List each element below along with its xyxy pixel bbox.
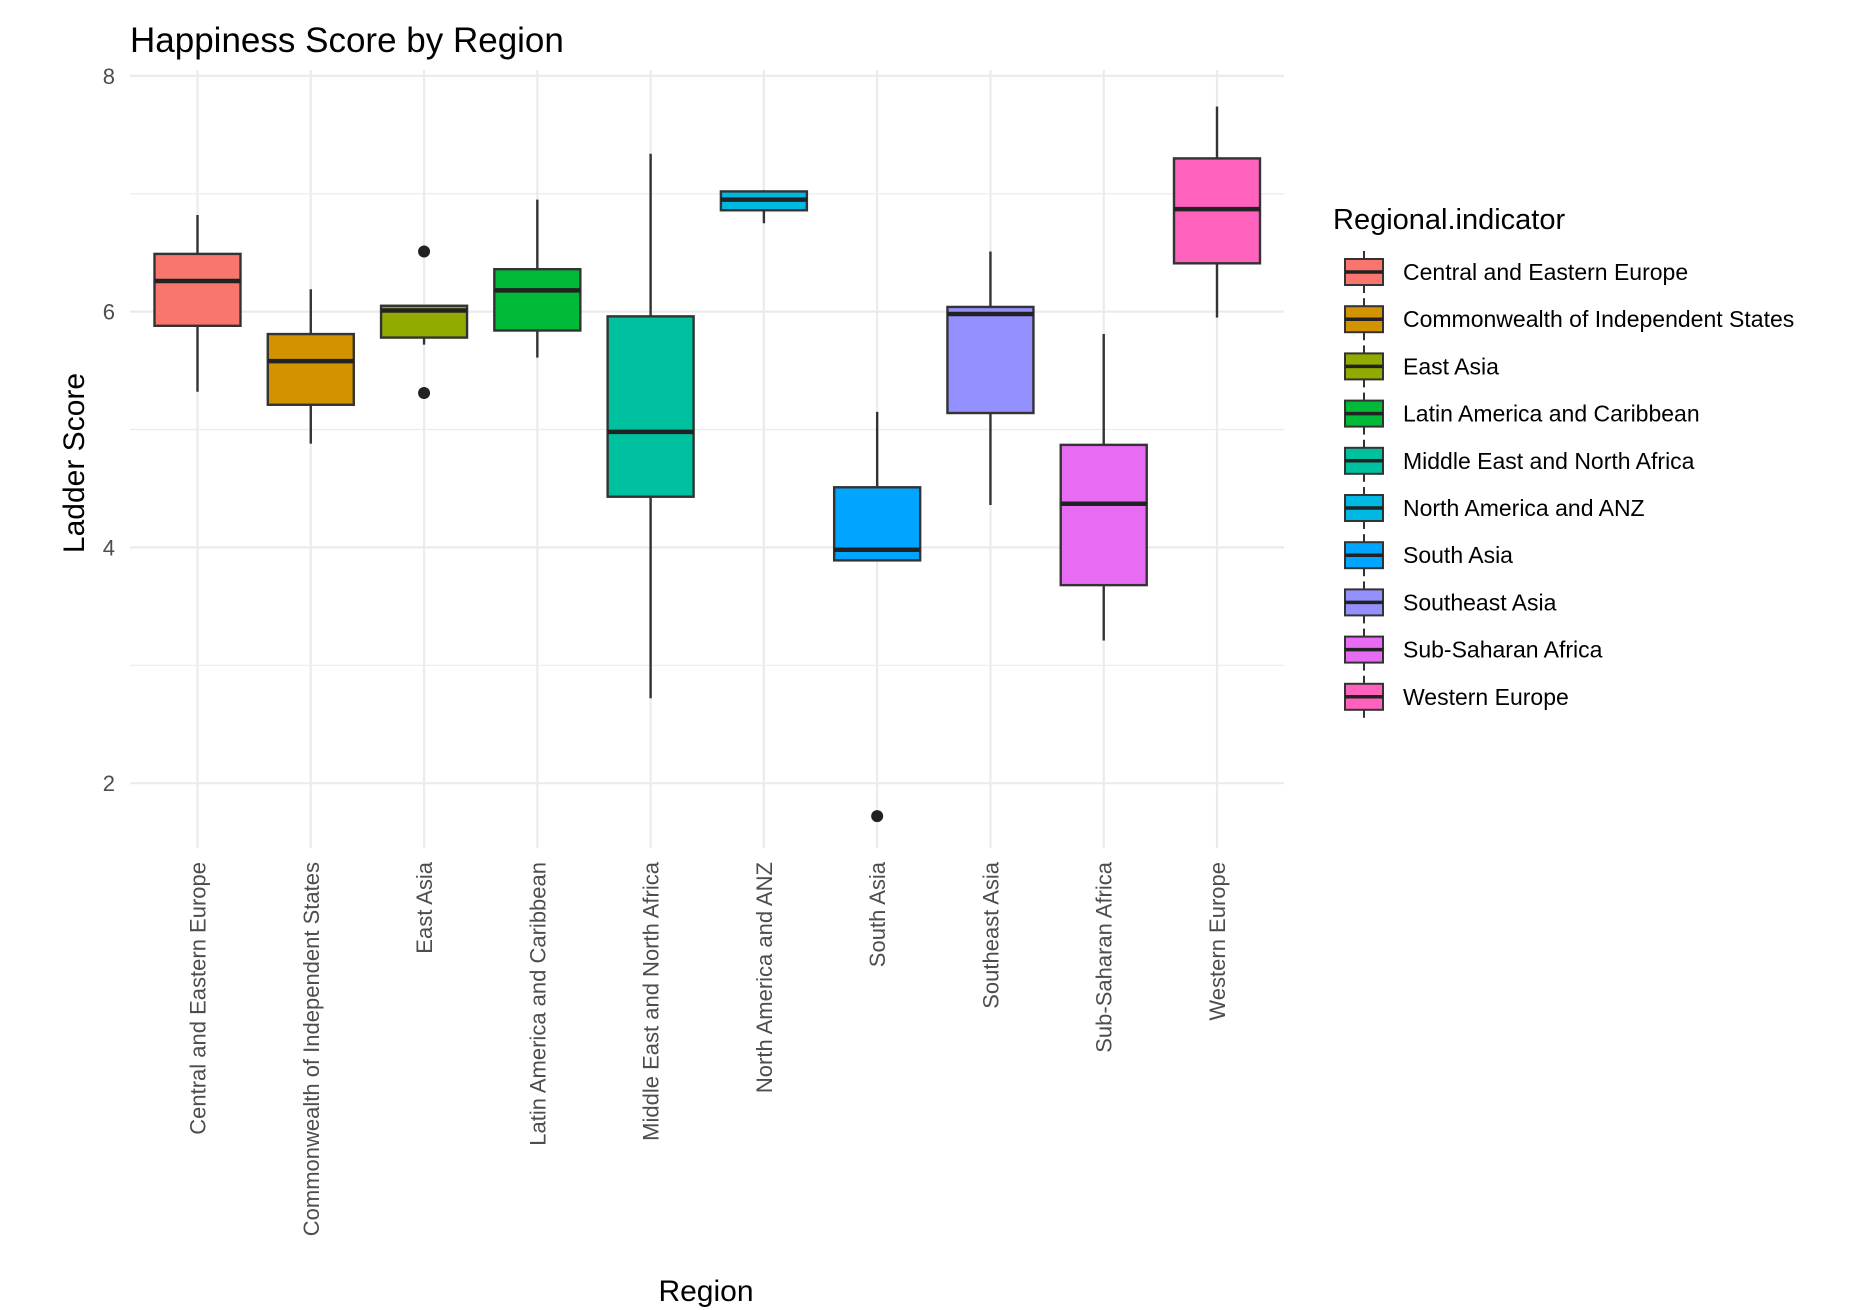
legend-item: Commonwealth of Independent States xyxy=(1344,298,1794,341)
y-axis-ticks: 2 4 6 8 xyxy=(103,64,115,796)
legend-label: Central and Eastern Europe xyxy=(1403,259,1688,285)
box-body xyxy=(153,252,242,327)
legend-item: North America and ANZ xyxy=(1344,487,1645,529)
box-group xyxy=(719,190,809,224)
legend-title: Regional.indicator xyxy=(1333,204,1565,236)
legend-item: Central and Eastern Europe xyxy=(1344,251,1688,293)
y-tick-label: 4 xyxy=(103,535,115,560)
x-tick-label: Middle East and North Africa xyxy=(639,861,664,1141)
x-tick-label: Sub-Saharan Africa xyxy=(1092,861,1117,1053)
legend-label: South Asia xyxy=(1403,542,1513,568)
legend-item: South Asia xyxy=(1344,534,1513,577)
legend-items: Central and Eastern Europe Commonwealth o… xyxy=(1344,251,1794,718)
legend-label: Commonwealth of Independent States xyxy=(1403,306,1794,332)
x-tick-label: North America and ANZ xyxy=(752,862,777,1093)
legend-label: East Asia xyxy=(1403,353,1499,379)
box-body xyxy=(493,268,582,332)
legend-label: Middle East and North Africa xyxy=(1403,448,1695,474)
legend-label: Western Europe xyxy=(1403,684,1569,710)
box-body xyxy=(946,305,1035,415)
box-group xyxy=(1059,334,1148,641)
y-tick-label: 2 xyxy=(103,771,115,796)
x-tick-label: Western Europe xyxy=(1205,862,1230,1021)
x-tick-label: East Asia xyxy=(412,861,437,953)
legend: Regional.indicator Central and Eastern E… xyxy=(1333,204,1794,718)
box-layer xyxy=(153,106,1262,823)
legend-item: Latin America and Caribbean xyxy=(1344,392,1700,435)
legend-label: Latin America and Caribbean xyxy=(1403,401,1700,427)
box-group xyxy=(1172,106,1262,318)
box-group xyxy=(606,153,695,699)
box-body xyxy=(1059,443,1148,587)
x-axis-title: Region xyxy=(658,1275,753,1308)
legend-item: Middle East and North Africa xyxy=(1344,439,1695,482)
legend-item: East Asia xyxy=(1344,345,1499,388)
legend-label: Sub-Saharan Africa xyxy=(1403,637,1603,663)
box-group xyxy=(379,245,469,399)
box-outlier xyxy=(871,810,884,823)
box-group xyxy=(832,411,922,823)
box-body xyxy=(266,332,355,406)
box-group xyxy=(266,289,355,444)
box-group xyxy=(493,199,582,358)
box-outlier xyxy=(418,245,431,258)
box-group xyxy=(153,214,242,392)
x-tick-label: Latin America and Caribbean xyxy=(525,862,550,1146)
legend-item: Western Europe xyxy=(1344,675,1569,718)
legend-label: Southeast Asia xyxy=(1403,589,1557,615)
y-tick-label: 8 xyxy=(103,64,115,89)
x-axis-ticks: Central and Eastern Europe Commonwealth o… xyxy=(186,861,1231,1236)
legend-item: Sub-Saharan Africa xyxy=(1344,628,1603,671)
x-tick-label: Central and Eastern Europe xyxy=(186,862,211,1135)
box-outlier xyxy=(418,386,431,399)
y-axis-title: Ladder Score xyxy=(58,373,91,553)
legend-item: Southeast Asia xyxy=(1344,581,1557,624)
x-tick-label: Commonwealth of Independent States xyxy=(299,862,324,1236)
box-group xyxy=(946,251,1035,505)
x-tick-label: South Asia xyxy=(865,861,890,967)
box-body xyxy=(606,315,695,498)
y-tick-label: 6 xyxy=(103,300,115,325)
legend-label: North America and ANZ xyxy=(1403,495,1645,521)
chart-title: Happiness Score by Region xyxy=(130,21,564,60)
x-tick-label: Southeast Asia xyxy=(978,861,1003,1009)
